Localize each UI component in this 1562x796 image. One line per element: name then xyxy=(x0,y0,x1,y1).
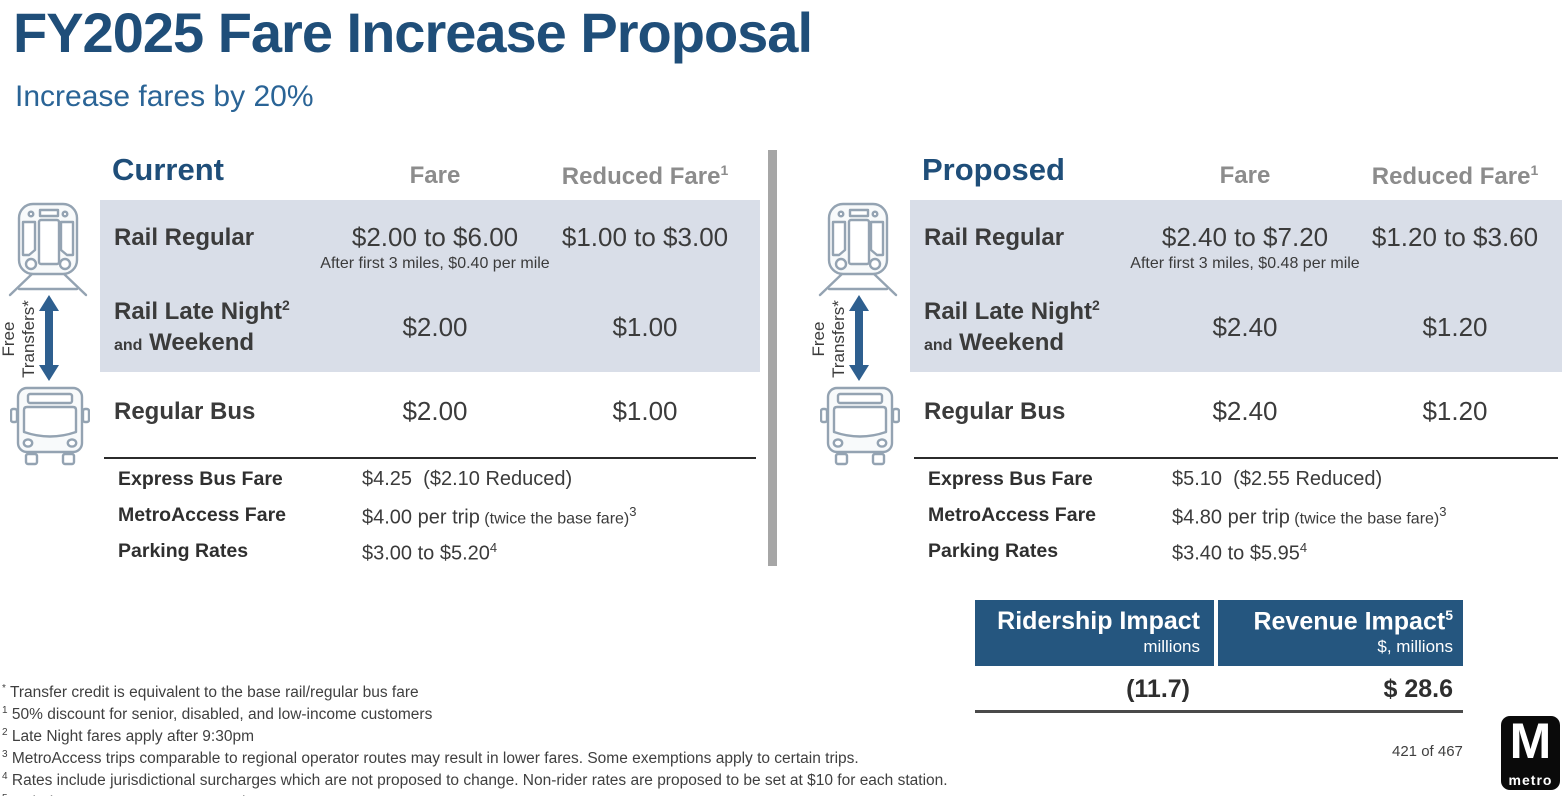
train-front-icon xyxy=(818,202,898,297)
ridership-impact-value: (11.7) xyxy=(1126,675,1190,703)
row-label-regular-bus: Regular Bus xyxy=(114,398,256,425)
row-label-parking: Parking Rates xyxy=(118,540,249,562)
fare-table-proposed: Proposed Fare Reduced Fare1 Rail Regular… xyxy=(910,150,1562,595)
rail-late-night-reduced: $1.20 xyxy=(1422,312,1488,342)
footnote-3: 3 MetroAccess trips comparable to region… xyxy=(2,748,859,768)
free-transfers-label: Free Transfers* xyxy=(809,300,848,378)
metro-logo-word: metro xyxy=(1508,772,1553,788)
rail-regular-fare: $2.40 to $7.20 xyxy=(1161,222,1329,252)
revenue-impact-value: $ 28.6 xyxy=(1383,675,1453,703)
fare-table-current: Current Fare Reduced Fare1 Rail Regular … xyxy=(100,150,760,595)
row-label-rail-late-night: Rail Late Night2 and Weekend xyxy=(924,297,1100,356)
free-transfers-label: Free Transfers* xyxy=(0,300,38,378)
page-subtitle: Increase fares by 20% xyxy=(15,80,314,113)
rail-late-night-fare: $2.00 xyxy=(402,312,468,342)
rail-late-night-fare: $2.40 xyxy=(1212,312,1278,342)
rail-regular-fare-note: After first 3 miles, $0.48 per mile xyxy=(1130,255,1360,272)
footnote-1: 1 50% discount for senior, disabled, and… xyxy=(2,704,433,724)
mode-icons-proposed: Free Transfers* xyxy=(809,200,912,470)
regular-bus-reduced: $1.20 xyxy=(1422,396,1488,426)
page-title: FY2025 Fare Increase Proposal xyxy=(13,1,813,64)
transfer-arrow-icon xyxy=(39,295,59,381)
footnote-transfer: * Transfer credit is equivalent to the b… xyxy=(2,683,419,702)
rail-regular-fare: $2.00 to $6.00 xyxy=(351,222,519,252)
impact-table-header: Ridership Impact millions Revenue Impact… xyxy=(975,600,1463,666)
impact-header-revenue: Revenue Impact5 $, millions xyxy=(1253,607,1453,657)
row-label-rail-regular: Rail Regular xyxy=(924,224,1065,251)
express-bus-value: $4.25 ($2.10 Reduced) xyxy=(362,468,573,490)
section-divider-rule xyxy=(104,457,756,459)
vertical-divider xyxy=(768,150,777,566)
metroaccess-value: $4.00 per trip (twice the base fare)3 xyxy=(362,504,637,529)
transfer-arrow-icon xyxy=(849,295,869,381)
footnotes: * Transfer credit is equivalent to the b… xyxy=(2,680,948,796)
regular-bus-fare: $2.40 xyxy=(1212,396,1278,426)
impact-header-ridership: Ridership Impact millions xyxy=(975,600,1218,666)
rail-regular-fare-note: After first 3 miles, $0.40 per mile xyxy=(320,255,550,272)
rail-regular-reduced: $1.20 to $3.60 xyxy=(1371,222,1539,252)
footnote-4: 4 Rates include jurisdictional surcharge… xyxy=(2,770,948,789)
row-label-express-bus: Express Bus Fare xyxy=(118,468,283,490)
impact-table-values: (11.7) $ 28.6 xyxy=(975,666,1463,713)
regular-bus-reduced: $1.00 xyxy=(612,396,678,426)
express-bus-value: $5.10 ($2.55 Reduced) xyxy=(1172,468,1383,490)
metroaccess-value: $4.80 per trip (twice the base fare)3 xyxy=(1172,504,1447,529)
panel-heading-proposed: Proposed xyxy=(922,152,1065,187)
rail-rows-shading xyxy=(910,200,1562,372)
rail-regular-reduced: $1.00 to $3.00 xyxy=(561,222,729,252)
rail-rows-shading xyxy=(100,200,760,372)
row-label-metroaccess: MetroAccess Fare xyxy=(928,504,1096,526)
panel-heading-current: Current xyxy=(112,152,224,187)
parking-value: $3.40 to $5.954 xyxy=(1172,540,1308,565)
row-label-parking: Parking Rates xyxy=(928,540,1059,562)
row-label-rail-regular: Rail Regular xyxy=(114,224,255,251)
mode-icons-current: Free Transfers* xyxy=(0,200,102,470)
metro-logo: M metro ® xyxy=(1501,713,1560,790)
column-header-fare: Fare xyxy=(1219,162,1271,189)
regular-bus-fare: $2.00 xyxy=(402,396,468,426)
parking-value: $3.00 to $5.204 xyxy=(362,540,498,565)
footnote-2: 2 Late Night fares apply after 9:30pm xyxy=(2,726,254,746)
column-header-reduced-fare: Reduced Fare1 xyxy=(561,162,729,190)
column-header-reduced-fare: Reduced Fare1 xyxy=(1371,162,1539,190)
row-label-regular-bus: Regular Bus xyxy=(924,398,1066,425)
impact-table: Ridership Impact millions Revenue Impact… xyxy=(975,600,1463,713)
row-label-metroaccess: MetroAccess Fare xyxy=(118,504,286,526)
row-label-rail-late-night: Rail Late Night2 and Weekend xyxy=(114,297,290,356)
page-number: 421 of 467 xyxy=(1392,743,1463,760)
column-header-fare: Fare xyxy=(409,162,461,189)
bus-front-icon xyxy=(10,386,90,466)
metro-logo-m: M xyxy=(1509,713,1552,769)
footnote-5: 5 Includes non-passenger revenue impacts xyxy=(2,790,948,796)
rail-late-night-reduced: $1.00 xyxy=(612,312,678,342)
section-divider-rule xyxy=(914,457,1558,459)
train-front-icon xyxy=(8,202,88,297)
row-label-express-bus: Express Bus Fare xyxy=(928,468,1093,490)
bus-front-icon xyxy=(820,386,900,466)
